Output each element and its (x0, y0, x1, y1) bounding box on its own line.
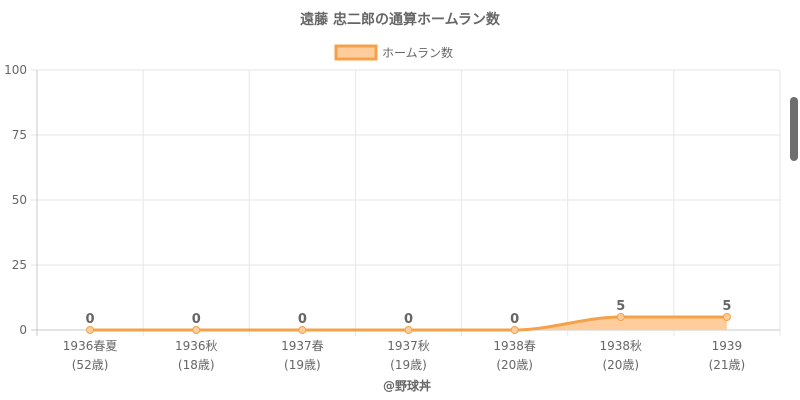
x-axis: 1936春夏 (52歳) 1936秋 (18歳) 1937春 (19歳) 1937秋 (19歳… (63, 339, 745, 372)
x-tick-sublabel: (21歳) (709, 358, 746, 372)
data-label: 0 (298, 312, 307, 327)
y-tick-label: 50 (12, 193, 27, 207)
x-tick-sublabel: (20歳) (602, 358, 639, 372)
x-tick-sublabel: (18歳) (178, 358, 215, 372)
legend-swatch (334, 44, 378, 61)
data-point (404, 326, 413, 334)
x-tick-sublabel: (52歳) (72, 358, 109, 372)
data-points (86, 313, 731, 334)
x-tick-label: 1937秋 (387, 339, 430, 353)
data-point (510, 326, 519, 334)
chart-title: 遠藤 忠二郎の通算ホームラン数 (300, 11, 501, 28)
x-axis-label: @野球丼 (383, 378, 431, 393)
y-tick-label: 75 (12, 128, 27, 142)
data-label: 0 (510, 312, 519, 327)
legend[interactable]: ホームラン数 (334, 44, 453, 61)
data-label: 5 (616, 299, 625, 314)
data-label: 0 (404, 312, 413, 327)
x-tick-label: 1937春 (281, 339, 324, 353)
data-point (86, 326, 95, 334)
data-point (192, 326, 201, 334)
x-tick-label: 1936秋 (175, 339, 218, 353)
series-area (90, 317, 727, 330)
x-tick-label: 1939 (712, 339, 743, 353)
y-tick-label: 100 (4, 63, 27, 77)
x-tick-label: 1936春夏 (63, 339, 118, 353)
x-tick-sublabel: (19歳) (284, 358, 321, 372)
x-tick-sublabel: (20歳) (496, 358, 533, 372)
y-axis: 0 25 50 75 100 (4, 63, 27, 337)
y-tick-label: 0 (19, 323, 27, 337)
x-tick-label: 1938秋 (600, 339, 643, 353)
data-label: 0 (192, 312, 201, 327)
data-label: 5 (722, 299, 731, 314)
y-tick-label: 25 (12, 258, 27, 272)
scrollbar[interactable] (790, 97, 798, 161)
data-point (298, 326, 307, 334)
data-point (616, 313, 625, 321)
data-point (722, 313, 731, 321)
data-label: 0 (86, 312, 95, 327)
legend-label: ホームラン数 (382, 45, 453, 60)
grid (31, 69, 781, 336)
x-tick-sublabel: (19歳) (390, 358, 427, 372)
data-labels: 0 0 0 0 0 5 5 (86, 299, 732, 327)
x-tick-label: 1938春 (493, 339, 536, 353)
